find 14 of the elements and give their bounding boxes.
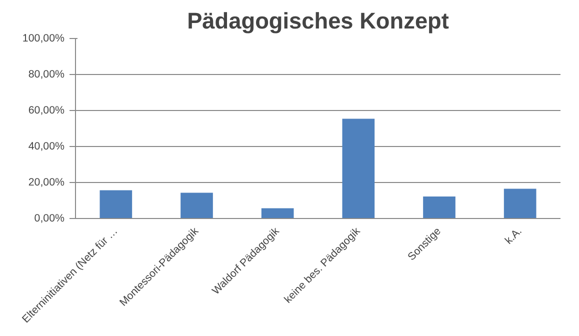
- bar: [504, 188, 536, 218]
- y-tick-label: 40,00%: [28, 140, 66, 152]
- y-tick-label: 100,00%: [22, 32, 66, 44]
- chart-title: Pädagogisches Konzept: [187, 8, 450, 34]
- y-tick-label: 80,00%: [28, 68, 66, 80]
- y-tick-label: 20,00%: [28, 176, 66, 188]
- bar: [180, 192, 213, 218]
- bar: [423, 196, 456, 218]
- x-tick-label: k.A.: [502, 225, 524, 247]
- bar: [261, 208, 294, 218]
- bar: [342, 118, 375, 218]
- y-tick-label: 60,00%: [28, 104, 66, 116]
- y-tick-label: 0,00%: [34, 212, 66, 224]
- bar: [100, 190, 132, 218]
